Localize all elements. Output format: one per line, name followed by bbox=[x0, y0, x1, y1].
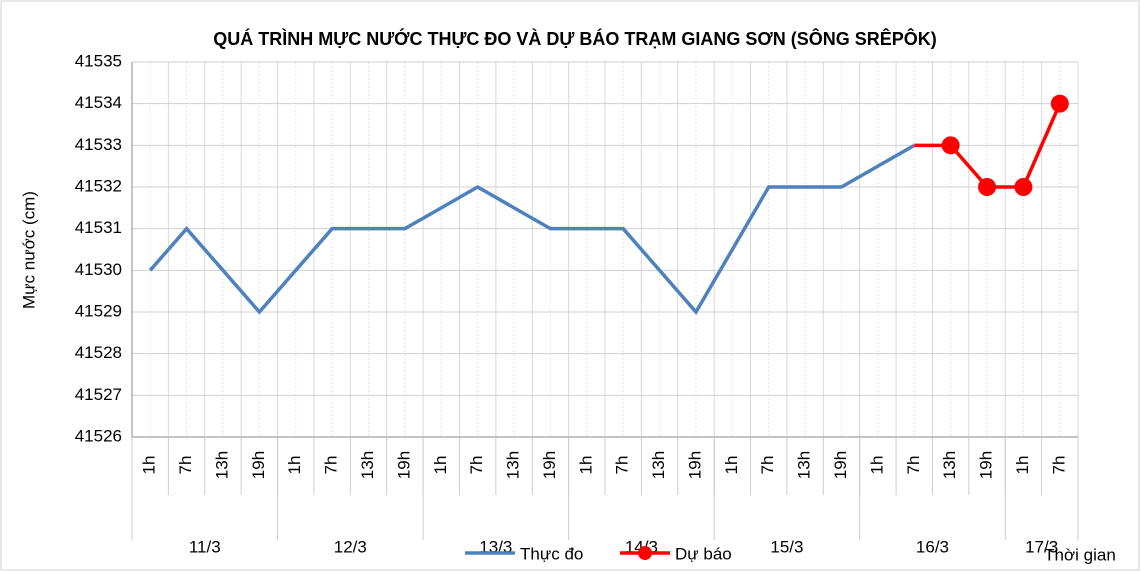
x-tick-label: 7h bbox=[904, 456, 923, 475]
x-group-label: 11/3 bbox=[189, 537, 221, 556]
x-tick-label: 7h bbox=[758, 456, 777, 475]
x-tick-label: 13h bbox=[940, 451, 959, 479]
chart-title: QUÁ TRÌNH MỰC NƯỚC THỰC ĐO VÀ DỰ BÁO TRẠ… bbox=[213, 28, 936, 49]
marker bbox=[978, 178, 997, 196]
x-tick-label: 1h bbox=[431, 456, 450, 475]
legend-marker bbox=[638, 546, 652, 560]
y-tick-label: 41527 bbox=[75, 385, 122, 404]
marker bbox=[941, 136, 960, 155]
y-tick-label: 41530 bbox=[75, 260, 122, 279]
x-tick-label: 19h bbox=[831, 451, 850, 479]
y-tick-label: 41526 bbox=[75, 426, 122, 445]
y-tick-label: 41528 bbox=[75, 343, 122, 362]
x-tick-label: 7h bbox=[176, 456, 195, 475]
x-axis-label: Thời gian bbox=[1044, 545, 1116, 564]
y-axis-label: Mực nước (cm) bbox=[19, 191, 38, 309]
x-group-label: 16/3 bbox=[916, 537, 949, 556]
y-tick-label: 41529 bbox=[75, 301, 122, 320]
y-tick-label: 41531 bbox=[75, 218, 122, 237]
x-tick-label: 1h bbox=[722, 456, 741, 475]
x-tick-label: 19h bbox=[977, 451, 996, 479]
x-tick-label: 7h bbox=[322, 456, 341, 475]
x-tick-label: 7h bbox=[613, 456, 632, 475]
y-tick-label: 41534 bbox=[75, 93, 122, 112]
x-tick-label: 13h bbox=[504, 451, 523, 479]
x-tick-label: 7h bbox=[467, 456, 486, 475]
y-tick-label: 41533 bbox=[75, 135, 122, 154]
x-tick-label: 13h bbox=[212, 451, 231, 479]
x-tick-label: 19h bbox=[540, 451, 559, 479]
x-tick-label: 1h bbox=[867, 456, 886, 475]
marker bbox=[1014, 178, 1033, 196]
legend-label: Dự báo bbox=[675, 544, 732, 563]
x-group-label: 12/3 bbox=[334, 537, 367, 556]
x-tick-label: 19h bbox=[394, 451, 413, 479]
legend-label: Thực đo bbox=[520, 544, 583, 563]
x-tick-label: 19h bbox=[249, 451, 268, 479]
x-tick-label: 19h bbox=[685, 451, 704, 479]
x-tick-label: 1h bbox=[285, 456, 304, 475]
series-line bbox=[148, 143, 916, 315]
marker bbox=[1050, 94, 1069, 113]
y-tick-label: 41532 bbox=[75, 176, 122, 195]
x-tick-label: 7h bbox=[1049, 456, 1068, 475]
x-tick-label: 13h bbox=[795, 451, 814, 479]
x-group-label: 17/3 bbox=[1025, 537, 1058, 556]
x-tick-label: 1h bbox=[140, 456, 159, 475]
y-tick-label: 41535 bbox=[75, 51, 122, 70]
x-tick-label: 13h bbox=[649, 451, 668, 479]
x-group-label: 15/3 bbox=[770, 537, 803, 556]
x-tick-label: 13h bbox=[358, 451, 377, 479]
x-tick-label: 1h bbox=[1013, 456, 1032, 475]
x-tick-label: 1h bbox=[576, 456, 595, 475]
